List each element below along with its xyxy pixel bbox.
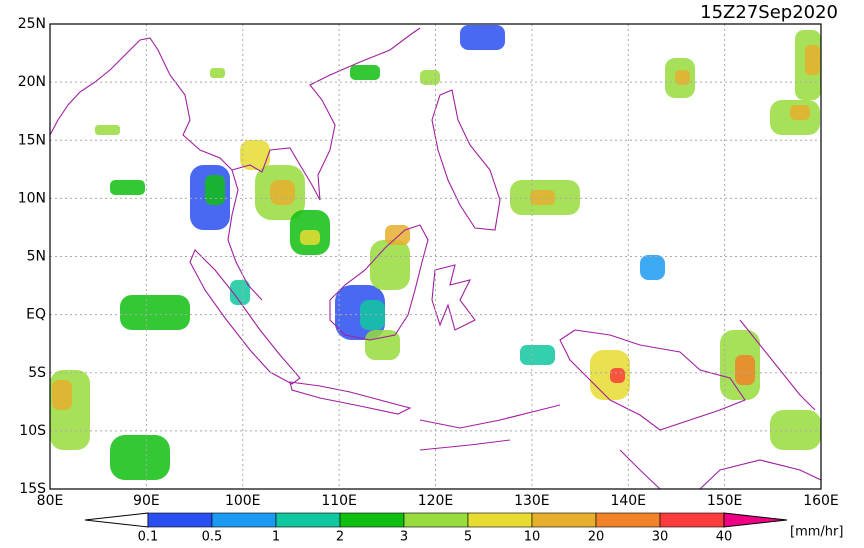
- colorbar-label: 3: [400, 530, 408, 545]
- colorbar-label: 2: [336, 530, 344, 545]
- coastline: [431, 264, 476, 331]
- map-title: 15Z27Sep2020: [700, 2, 838, 23]
- lat-tick-label: EQ: [26, 307, 46, 323]
- colorbar-segment: [339, 512, 405, 528]
- colorbar-low-end: [84, 512, 149, 528]
- colorbar-segment: [275, 512, 341, 528]
- rain-patch: [300, 230, 320, 245]
- coastline: [431, 89, 501, 231]
- rain-patch: [230, 280, 250, 305]
- rain-patch: [460, 25, 505, 50]
- colorbar-segment: [403, 512, 469, 528]
- coastline: [289, 381, 412, 415]
- lat-tick-label: 5N: [27, 249, 46, 265]
- colorbar-segment: [531, 512, 597, 528]
- coastline: [419, 404, 822, 490]
- rain-patch: [805, 45, 820, 75]
- coastline: [559, 329, 746, 431]
- lat-tick-label: 10S: [19, 423, 46, 439]
- lat-tick-label: 25N: [18, 16, 46, 32]
- rain-patch: [110, 435, 170, 480]
- rain-patch: [365, 330, 400, 360]
- rain-patch: [610, 368, 625, 383]
- coastline: [189, 249, 301, 385]
- lon-tick-label: 140E: [610, 493, 646, 509]
- lon-tick-label: 80E: [37, 493, 64, 509]
- colorbar-label: 10: [524, 530, 541, 545]
- rain-patch: [640, 255, 665, 280]
- colorbar-label: 0.1: [138, 530, 159, 545]
- lon-tick-label: 110E: [321, 493, 357, 509]
- colorbar-label: 40: [716, 530, 733, 545]
- lat-tick-label: 5S: [28, 365, 46, 381]
- lat-tick-label: 20N: [18, 74, 46, 90]
- map-frame: [49, 23, 822, 490]
- rain-patch: [270, 180, 295, 205]
- colorbar-segment: [211, 512, 277, 528]
- lon-tick-label: 160E: [803, 493, 839, 509]
- lat-tick-label: 10N: [18, 190, 46, 206]
- rain-patch: [350, 65, 380, 80]
- lon-tick-label: 130E: [514, 493, 550, 509]
- colorbar-segment: [595, 512, 661, 528]
- rain-patch: [790, 105, 810, 120]
- coastline: [49, 27, 421, 301]
- rain-field: [50, 25, 821, 480]
- rain-patch: [370, 240, 410, 290]
- colorbar-label: 0.5: [202, 530, 223, 545]
- coastline: [739, 319, 816, 411]
- colorbar-label: 5: [464, 530, 472, 545]
- colorbar: 0.1 0.5 1 2 3 5 10 20 30 40: [84, 512, 788, 545]
- coastline: [329, 224, 429, 341]
- rain-patch: [520, 345, 555, 365]
- rain-patch: [210, 68, 225, 78]
- rain-patch: [120, 295, 190, 330]
- lon-tick-label: 90E: [133, 493, 160, 509]
- rain-patch: [385, 225, 410, 245]
- rain-patch: [420, 70, 440, 85]
- lon-tick-label: 150E: [707, 493, 743, 509]
- rain-patch: [770, 410, 821, 450]
- colorbar-segment: [659, 512, 725, 528]
- colorbar-label: 30: [652, 530, 669, 545]
- lon-tick-label: 100E: [225, 493, 261, 509]
- rain-patch: [95, 125, 120, 135]
- rain-patch: [360, 300, 385, 330]
- colorbar-unit: [mm/hr]: [790, 525, 843, 540]
- colorbar-segment: [147, 512, 213, 528]
- colorbar-high-end: [723, 512, 788, 528]
- rain-patch: [675, 70, 690, 85]
- colorbar-segment: [467, 512, 533, 528]
- rain-patch: [110, 180, 145, 195]
- rain-patch: [205, 175, 225, 205]
- rain-patch: [735, 355, 755, 385]
- graticule: [49, 23, 822, 490]
- colorbar-label: 20: [588, 530, 605, 545]
- lon-tick-label: 120E: [418, 493, 454, 509]
- coastlines: [49, 27, 822, 490]
- lat-tick-label: 15S: [19, 481, 46, 497]
- rain-patch: [530, 190, 555, 205]
- rain-patch: [52, 380, 72, 410]
- colorbar-label: 1: [272, 530, 280, 545]
- rain-patch: [240, 140, 270, 170]
- lat-tick-label: 15N: [18, 132, 46, 148]
